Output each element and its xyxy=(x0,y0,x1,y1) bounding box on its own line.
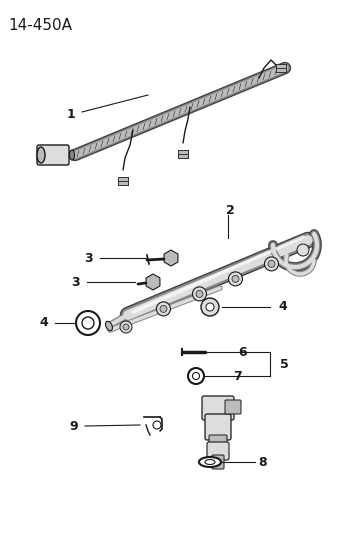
Circle shape xyxy=(160,305,167,312)
Ellipse shape xyxy=(37,147,45,163)
Circle shape xyxy=(265,257,278,271)
Circle shape xyxy=(123,324,129,330)
FancyBboxPatch shape xyxy=(205,414,231,440)
Text: 3: 3 xyxy=(84,252,93,264)
FancyBboxPatch shape xyxy=(178,150,188,158)
FancyBboxPatch shape xyxy=(117,177,129,181)
Text: 1: 1 xyxy=(66,108,75,120)
Text: 14-450A: 14-450A xyxy=(8,18,72,33)
FancyBboxPatch shape xyxy=(117,181,129,184)
Text: 7: 7 xyxy=(233,369,242,383)
Circle shape xyxy=(229,272,242,286)
Circle shape xyxy=(232,276,239,282)
Circle shape xyxy=(120,321,132,333)
FancyBboxPatch shape xyxy=(207,442,229,460)
FancyBboxPatch shape xyxy=(202,396,234,420)
Text: 6: 6 xyxy=(238,345,247,359)
Circle shape xyxy=(196,290,203,297)
Circle shape xyxy=(268,261,275,268)
Text: 9: 9 xyxy=(69,419,78,432)
FancyBboxPatch shape xyxy=(37,145,69,165)
Ellipse shape xyxy=(106,321,112,330)
Text: 2: 2 xyxy=(226,204,234,216)
Ellipse shape xyxy=(69,150,74,160)
Circle shape xyxy=(206,303,214,311)
FancyBboxPatch shape xyxy=(178,150,188,154)
Text: 5: 5 xyxy=(280,358,289,370)
Circle shape xyxy=(193,373,199,379)
Circle shape xyxy=(76,311,100,335)
Text: 4: 4 xyxy=(278,301,287,313)
FancyBboxPatch shape xyxy=(276,64,286,71)
FancyBboxPatch shape xyxy=(212,455,224,469)
Ellipse shape xyxy=(199,457,221,467)
FancyBboxPatch shape xyxy=(209,435,227,447)
FancyBboxPatch shape xyxy=(276,64,286,68)
FancyBboxPatch shape xyxy=(117,177,129,184)
FancyBboxPatch shape xyxy=(178,155,188,158)
Ellipse shape xyxy=(205,459,215,464)
Circle shape xyxy=(188,368,204,384)
Circle shape xyxy=(153,421,161,429)
FancyBboxPatch shape xyxy=(225,400,241,414)
Circle shape xyxy=(82,317,94,329)
Circle shape xyxy=(297,244,309,256)
Circle shape xyxy=(193,287,206,301)
FancyBboxPatch shape xyxy=(276,68,286,71)
Text: 4: 4 xyxy=(39,317,48,329)
Circle shape xyxy=(201,298,219,316)
Circle shape xyxy=(157,302,171,316)
Text: 8: 8 xyxy=(258,456,267,469)
Text: 3: 3 xyxy=(71,276,80,288)
